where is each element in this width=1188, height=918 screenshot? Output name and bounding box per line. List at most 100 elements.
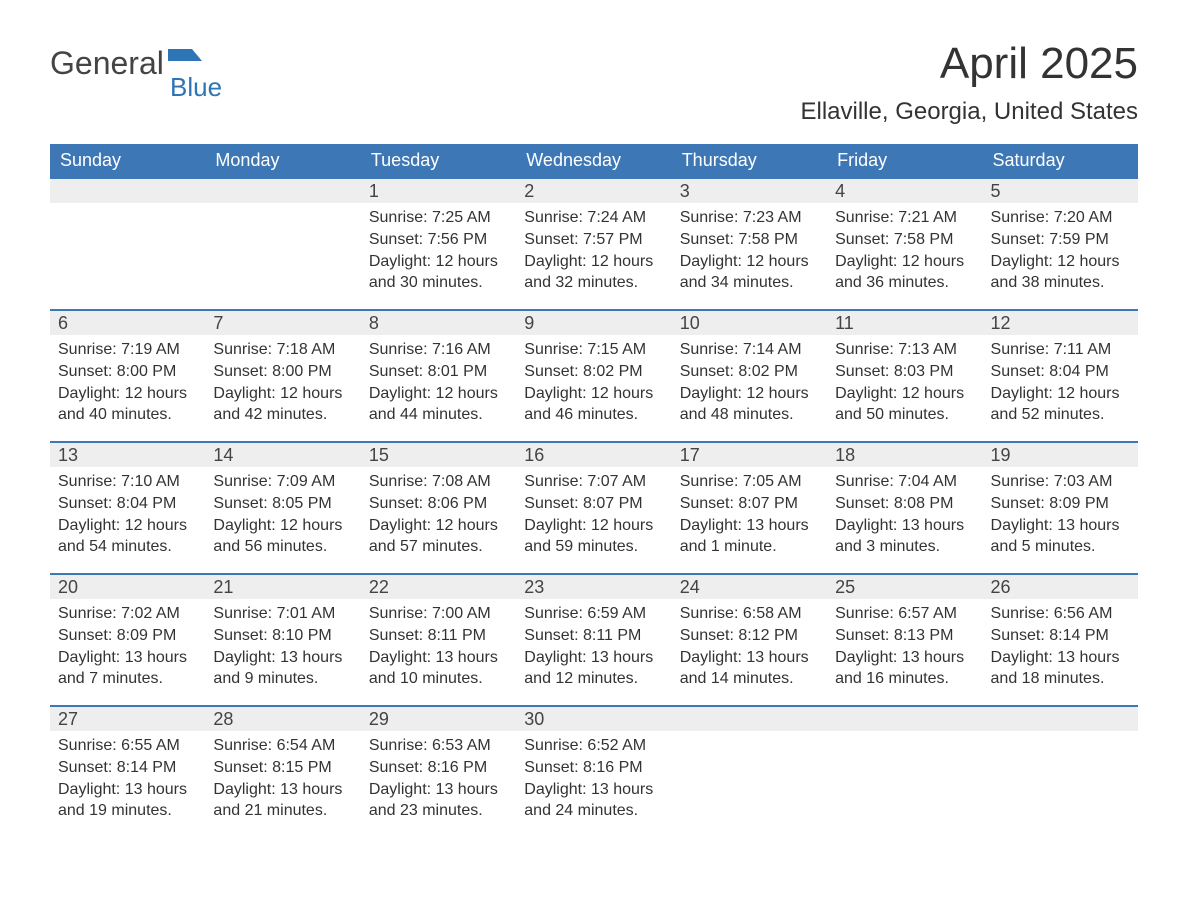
day-header: Friday xyxy=(827,144,982,178)
sunset-value: 8:09 PM xyxy=(117,627,177,644)
sunrise-line: Sunrise: 6:59 AM xyxy=(524,603,663,625)
sunrise-line: Sunrise: 7:19 AM xyxy=(58,339,197,361)
sunset-line: Sunset: 7:58 PM xyxy=(680,229,819,251)
day-number: 17 xyxy=(672,443,827,467)
sunrise-label: Sunrise: xyxy=(680,341,739,358)
sunrise-line: Sunrise: 7:03 AM xyxy=(991,471,1130,493)
sunrise-value: 7:08 AM xyxy=(432,473,491,490)
sunset-value: 8:02 PM xyxy=(738,363,798,380)
sunrise-label: Sunrise: xyxy=(680,473,739,490)
daylight-line: Daylight: 12 hours and 34 minutes. xyxy=(680,251,819,294)
day-number: 5 xyxy=(983,179,1138,203)
day-number: 19 xyxy=(983,443,1138,467)
sunrise-value: 7:11 AM xyxy=(1054,341,1112,358)
day-cell: 18Sunrise: 7:04 AMSunset: 8:08 PMDayligh… xyxy=(827,442,982,574)
day-number: 7 xyxy=(205,311,360,335)
daylight-line: Daylight: 13 hours and 9 minutes. xyxy=(213,647,352,690)
day-number: 27 xyxy=(50,707,205,731)
calendar-table: SundayMondayTuesdayWednesdayThursdayFrid… xyxy=(50,144,1138,837)
day-number: 13 xyxy=(50,443,205,467)
daylight-label: Daylight: xyxy=(213,517,275,534)
sunrise-line: Sunrise: 6:58 AM xyxy=(680,603,819,625)
sunset-label: Sunset: xyxy=(991,363,1045,380)
day-number: 25 xyxy=(827,575,982,599)
day-content: Sunrise: 6:57 AMSunset: 8:13 PMDaylight:… xyxy=(827,599,982,693)
sunset-value: 8:02 PM xyxy=(583,363,643,380)
sunrise-line: Sunrise: 7:09 AM xyxy=(213,471,352,493)
day-content: Sunrise: 7:14 AMSunset: 8:02 PMDaylight:… xyxy=(672,335,827,429)
sunset-label: Sunset: xyxy=(835,495,889,512)
sunset-value: 8:06 PM xyxy=(428,495,488,512)
month-title: April 2025 xyxy=(801,40,1139,88)
day-cell: 26Sunrise: 6:56 AMSunset: 8:14 PMDayligh… xyxy=(983,574,1138,706)
sunset-label: Sunset: xyxy=(58,363,112,380)
week-row: 27Sunrise: 6:55 AMSunset: 8:14 PMDayligh… xyxy=(50,706,1138,837)
sunset-line: Sunset: 8:05 PM xyxy=(213,493,352,515)
day-content: Sunrise: 6:52 AMSunset: 8:16 PMDaylight:… xyxy=(516,731,671,825)
day-cell: 20Sunrise: 7:02 AMSunset: 8:09 PMDayligh… xyxy=(50,574,205,706)
sunset-label: Sunset: xyxy=(524,363,578,380)
sunset-label: Sunset: xyxy=(680,627,734,644)
sunrise-value: 7:18 AM xyxy=(277,341,336,358)
daylight-label: Daylight: xyxy=(369,649,431,666)
day-cell: 10Sunrise: 7:14 AMSunset: 8:02 PMDayligh… xyxy=(672,310,827,442)
sunrise-value: 7:00 AM xyxy=(432,605,491,622)
daylight-label: Daylight: xyxy=(991,253,1053,270)
day-content: Sunrise: 7:15 AMSunset: 8:02 PMDaylight:… xyxy=(516,335,671,429)
day-content: Sunrise: 7:07 AMSunset: 8:07 PMDaylight:… xyxy=(516,467,671,561)
sunrise-line: Sunrise: 7:24 AM xyxy=(524,207,663,229)
daylight-label: Daylight: xyxy=(58,649,120,666)
sunset-line: Sunset: 7:59 PM xyxy=(991,229,1130,251)
daylight-label: Daylight: xyxy=(524,781,586,798)
sunrise-value: 7:23 AM xyxy=(743,209,802,226)
sunrise-label: Sunrise: xyxy=(369,473,428,490)
sunrise-value: 6:57 AM xyxy=(898,605,957,622)
sunrise-line: Sunrise: 7:08 AM xyxy=(369,471,508,493)
daylight-label: Daylight: xyxy=(524,517,586,534)
sunset-line: Sunset: 8:15 PM xyxy=(213,757,352,779)
daylight-line: Daylight: 12 hours and 30 minutes. xyxy=(369,251,508,294)
daylight-label: Daylight: xyxy=(58,517,120,534)
sunrise-value: 7:04 AM xyxy=(898,473,957,490)
sunset-label: Sunset: xyxy=(369,363,423,380)
sunrise-label: Sunrise: xyxy=(369,737,428,754)
daylight-line: Daylight: 13 hours and 23 minutes. xyxy=(369,779,508,822)
sunrise-label: Sunrise: xyxy=(369,209,428,226)
sunrise-label: Sunrise: xyxy=(369,605,428,622)
sunset-value: 8:07 PM xyxy=(738,495,798,512)
daylight-label: Daylight: xyxy=(58,385,120,402)
daylight-line: Daylight: 12 hours and 57 minutes. xyxy=(369,515,508,558)
daylight-line: Daylight: 13 hours and 12 minutes. xyxy=(524,647,663,690)
sunset-value: 8:10 PM xyxy=(272,627,332,644)
day-content: Sunrise: 7:11 AMSunset: 8:04 PMDaylight:… xyxy=(983,335,1138,429)
daylight-label: Daylight: xyxy=(835,649,897,666)
sunrise-label: Sunrise: xyxy=(680,209,739,226)
day-cell: 19Sunrise: 7:03 AMSunset: 8:09 PMDayligh… xyxy=(983,442,1138,574)
sunrise-label: Sunrise: xyxy=(213,473,272,490)
daylight-line: Daylight: 13 hours and 18 minutes. xyxy=(991,647,1130,690)
daylight-label: Daylight: xyxy=(991,517,1053,534)
day-cell: 7Sunrise: 7:18 AMSunset: 8:00 PMDaylight… xyxy=(205,310,360,442)
sunrise-label: Sunrise: xyxy=(835,605,894,622)
sunset-value: 8:03 PM xyxy=(894,363,954,380)
sunrise-label: Sunrise: xyxy=(524,209,583,226)
sunset-line: Sunset: 8:09 PM xyxy=(58,625,197,647)
sunset-line: Sunset: 8:02 PM xyxy=(680,361,819,383)
day-number: 23 xyxy=(516,575,671,599)
sunset-value: 8:16 PM xyxy=(583,759,643,776)
day-content: Sunrise: 7:25 AMSunset: 7:56 PMDaylight:… xyxy=(361,203,516,297)
sunset-value: 7:56 PM xyxy=(428,231,488,248)
week-row: 13Sunrise: 7:10 AMSunset: 8:04 PMDayligh… xyxy=(50,442,1138,574)
sunset-value: 8:04 PM xyxy=(1049,363,1109,380)
day-number: 30 xyxy=(516,707,671,731)
sunset-label: Sunset: xyxy=(369,759,423,776)
sunset-line: Sunset: 8:07 PM xyxy=(524,493,663,515)
sunset-value: 8:08 PM xyxy=(894,495,954,512)
day-content: Sunrise: 7:13 AMSunset: 8:03 PMDaylight:… xyxy=(827,335,982,429)
day-cell: 28Sunrise: 6:54 AMSunset: 8:15 PMDayligh… xyxy=(205,706,360,837)
sunrise-label: Sunrise: xyxy=(991,473,1050,490)
day-cell: 11Sunrise: 7:13 AMSunset: 8:03 PMDayligh… xyxy=(827,310,982,442)
daylight-line: Daylight: 12 hours and 40 minutes. xyxy=(58,383,197,426)
daylight-line: Daylight: 12 hours and 36 minutes. xyxy=(835,251,974,294)
sunset-label: Sunset: xyxy=(58,495,112,512)
